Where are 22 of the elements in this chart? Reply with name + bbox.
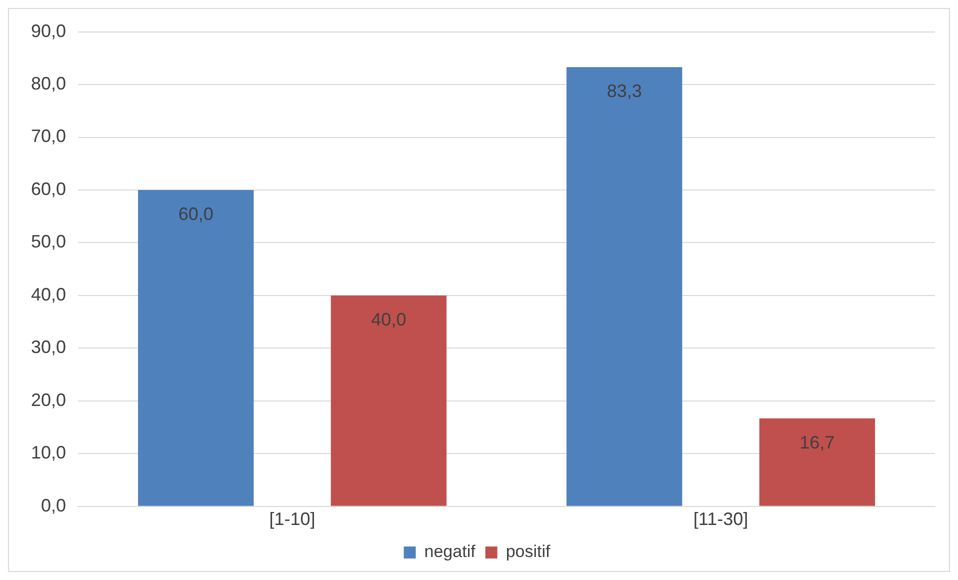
y-tick-label: 20,0	[30, 390, 66, 410]
bar	[566, 67, 682, 506]
y-tick-label: 10,0	[30, 442, 66, 463]
data-label: 83,3	[606, 81, 642, 102]
data-label: 40,0	[371, 309, 406, 330]
bar	[330, 295, 447, 506]
y-tick-label: 40,0	[30, 284, 66, 304]
x-tick-label: [11-30]	[693, 509, 748, 530]
y-tick-label: 90,0	[30, 20, 66, 41]
y-tick-label: 30,0	[30, 337, 66, 358]
y-tick-label: 70,0	[30, 126, 66, 146]
legend-label: positif	[506, 542, 550, 562]
y-tick-label: 0,0	[41, 495, 66, 516]
y-tick-label: 60,0	[30, 178, 66, 199]
data-label: 60,0	[178, 204, 214, 224]
y-tick-label: 50,0	[30, 232, 66, 252]
bar	[138, 190, 254, 506]
bar	[759, 418, 876, 506]
y-tick-label: 80,0	[30, 74, 66, 94]
data-label: 16,7	[800, 432, 835, 452]
legend-label: negatif	[424, 542, 476, 562]
x-tick-label: [1-10]	[269, 509, 316, 530]
